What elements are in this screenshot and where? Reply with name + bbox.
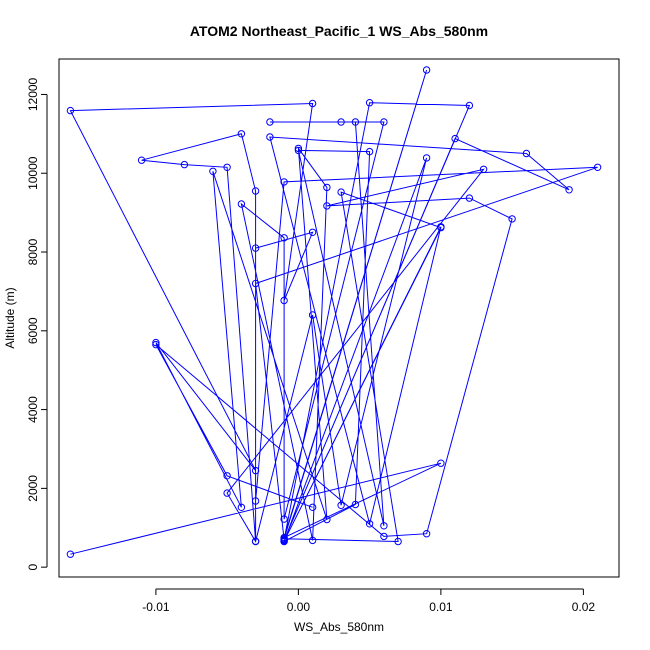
x-tick-label: 0.01 <box>429 600 453 614</box>
x-tick-label: -0.01 <box>142 600 170 614</box>
data-point <box>294 146 303 155</box>
data-point <box>323 515 331 524</box>
data-point <box>237 200 246 208</box>
data-point <box>308 99 317 108</box>
data-point <box>565 186 573 194</box>
data-point <box>66 550 75 558</box>
data-point <box>323 183 331 192</box>
data-point <box>508 215 516 223</box>
data-point <box>308 536 317 545</box>
data-point <box>266 133 274 141</box>
data-point <box>251 497 260 505</box>
data-point <box>365 520 374 528</box>
data-point <box>308 311 317 319</box>
x-axis-label: WS_Abs_580nm <box>294 620 384 634</box>
data-point <box>294 144 303 153</box>
y-axis-label: Altitude (m) <box>3 287 17 348</box>
series-points <box>66 66 602 558</box>
data-point <box>365 99 374 107</box>
data-point <box>152 340 160 349</box>
series-lines <box>69 69 598 555</box>
x-axis: -0.01 0.00 0.01 0.02 <box>142 588 596 614</box>
data-point <box>66 106 75 115</box>
data-point <box>223 489 231 497</box>
data-point <box>380 532 388 541</box>
data-point <box>437 223 445 231</box>
data-point <box>223 472 231 480</box>
data-point <box>251 187 260 195</box>
y-tick-label: 8000 <box>26 238 40 265</box>
data-point <box>437 459 445 467</box>
data-point <box>266 118 274 126</box>
data-point <box>394 537 402 546</box>
data-point <box>337 501 345 509</box>
data-point <box>280 535 288 544</box>
data-point <box>308 228 317 237</box>
data-point <box>280 537 288 546</box>
data-point <box>422 154 431 162</box>
data-point <box>451 134 459 143</box>
data-point <box>522 149 531 158</box>
y-tick-label: 4000 <box>26 396 40 423</box>
data-point <box>209 167 217 176</box>
data-point <box>337 118 345 126</box>
data-point <box>351 118 360 126</box>
y-tick-label: 0 <box>26 563 40 570</box>
data-point <box>337 188 345 196</box>
plot-frame <box>58 58 620 578</box>
chart-title: ATOM2 Northeast_Pacific_1 WS_Abs_580nm <box>190 23 488 39</box>
data-point <box>251 466 260 475</box>
series-line <box>69 69 598 555</box>
data-point <box>137 156 146 164</box>
y-axis: 0 2000 4000 6000 8000 10000 12000 <box>26 77 48 570</box>
y-tick-label: 6000 <box>26 317 40 344</box>
data-point <box>479 165 488 174</box>
data-point <box>251 537 260 546</box>
data-point <box>237 503 246 511</box>
data-point <box>593 163 602 172</box>
data-point <box>280 515 288 523</box>
x-tick-label: 0.00 <box>287 600 311 614</box>
data-point <box>351 500 360 509</box>
data-point <box>465 194 474 202</box>
data-point <box>223 163 231 172</box>
y-tick-label: 2000 <box>26 475 40 502</box>
data-point <box>237 130 246 138</box>
data-point <box>422 66 431 74</box>
data-point <box>251 279 260 288</box>
data-point <box>152 338 160 347</box>
data-point <box>280 296 288 305</box>
data-point <box>280 178 288 186</box>
y-tick-label: 10000 <box>26 156 40 190</box>
data-point <box>365 147 374 156</box>
data-point <box>465 101 474 110</box>
data-point <box>180 160 189 169</box>
data-point <box>380 522 388 530</box>
data-point <box>323 202 331 210</box>
data-point <box>422 530 431 538</box>
y-tick-label: 12000 <box>26 77 40 111</box>
data-point <box>251 244 260 252</box>
data-point <box>308 503 317 511</box>
data-point <box>280 234 288 242</box>
data-point <box>380 118 388 126</box>
x-tick-label: 0.02 <box>572 600 596 614</box>
